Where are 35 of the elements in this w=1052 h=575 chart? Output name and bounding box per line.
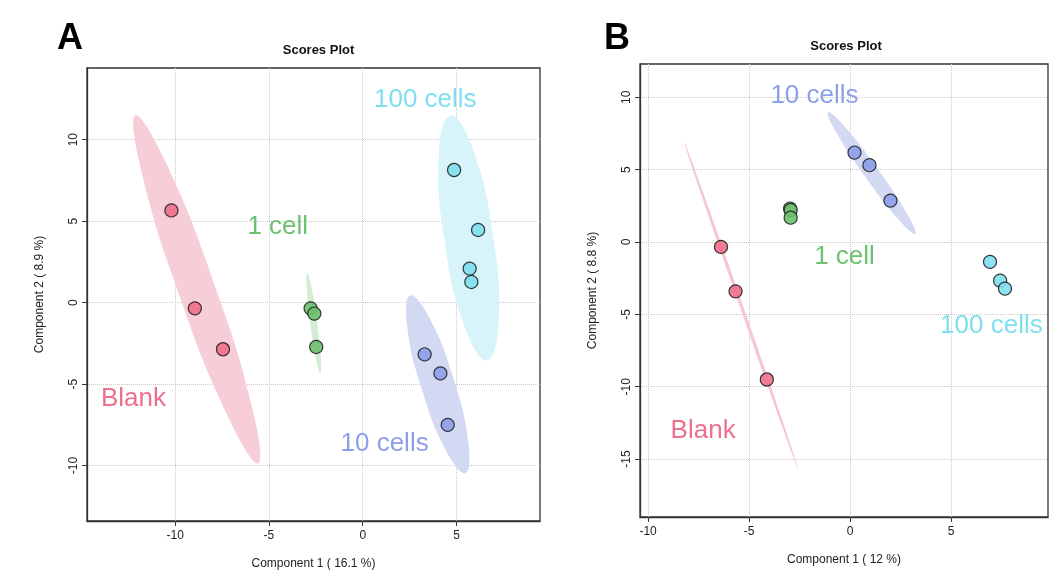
chart-title: Scores Plot: [810, 38, 883, 53]
series-label: Blank: [670, 413, 737, 444]
x-tick-label: 0: [846, 524, 854, 538]
text: A: [57, 15, 83, 57]
x-axis-title: Component 1 ( 12 %): [786, 552, 902, 566]
y-axis-title: Component 2 ( 8.9 %): [32, 235, 46, 354]
x-axis-title: Component 1 ( 16.1 %): [251, 556, 376, 570]
x-tick-label: -5: [743, 524, 755, 538]
y-tick-label: -5: [66, 378, 80, 390]
series-label: 10 cells: [770, 78, 859, 109]
text: Blank: [100, 382, 167, 413]
x-tick-label: -10: [166, 528, 185, 542]
x-tick-label: -10: [639, 524, 658, 538]
y-tick-label: 0: [619, 238, 633, 246]
y-tick-label: -10: [619, 377, 633, 396]
series-label: 100 cells: [940, 309, 1043, 340]
text: B: [604, 15, 630, 57]
text: 1 cell: [247, 209, 309, 240]
y-tick-label: 0: [66, 298, 80, 306]
y-tick-label: -10: [66, 456, 80, 475]
y-tick-label: 10: [66, 132, 80, 147]
chart-title: Scores Plot: [282, 42, 355, 57]
x-tick-label: -5: [263, 528, 275, 542]
series-label: 10 cells: [340, 427, 429, 458]
y-axis-title: Component 2 ( 8.8 %): [585, 231, 599, 350]
x-tick-label: 0: [359, 528, 367, 542]
y-tick-label: 5: [619, 166, 633, 173]
series-label: 1 cell: [814, 240, 875, 271]
x-tick-label: 5: [947, 524, 955, 538]
y-tick-label: 10: [619, 90, 633, 104]
text: 100 cells: [373, 82, 477, 113]
y-tick-label: 5: [66, 217, 80, 225]
y-tick-label: -15: [619, 450, 633, 468]
y-tick-label: -5: [619, 308, 633, 320]
x-tick-label: 5: [453, 528, 461, 542]
